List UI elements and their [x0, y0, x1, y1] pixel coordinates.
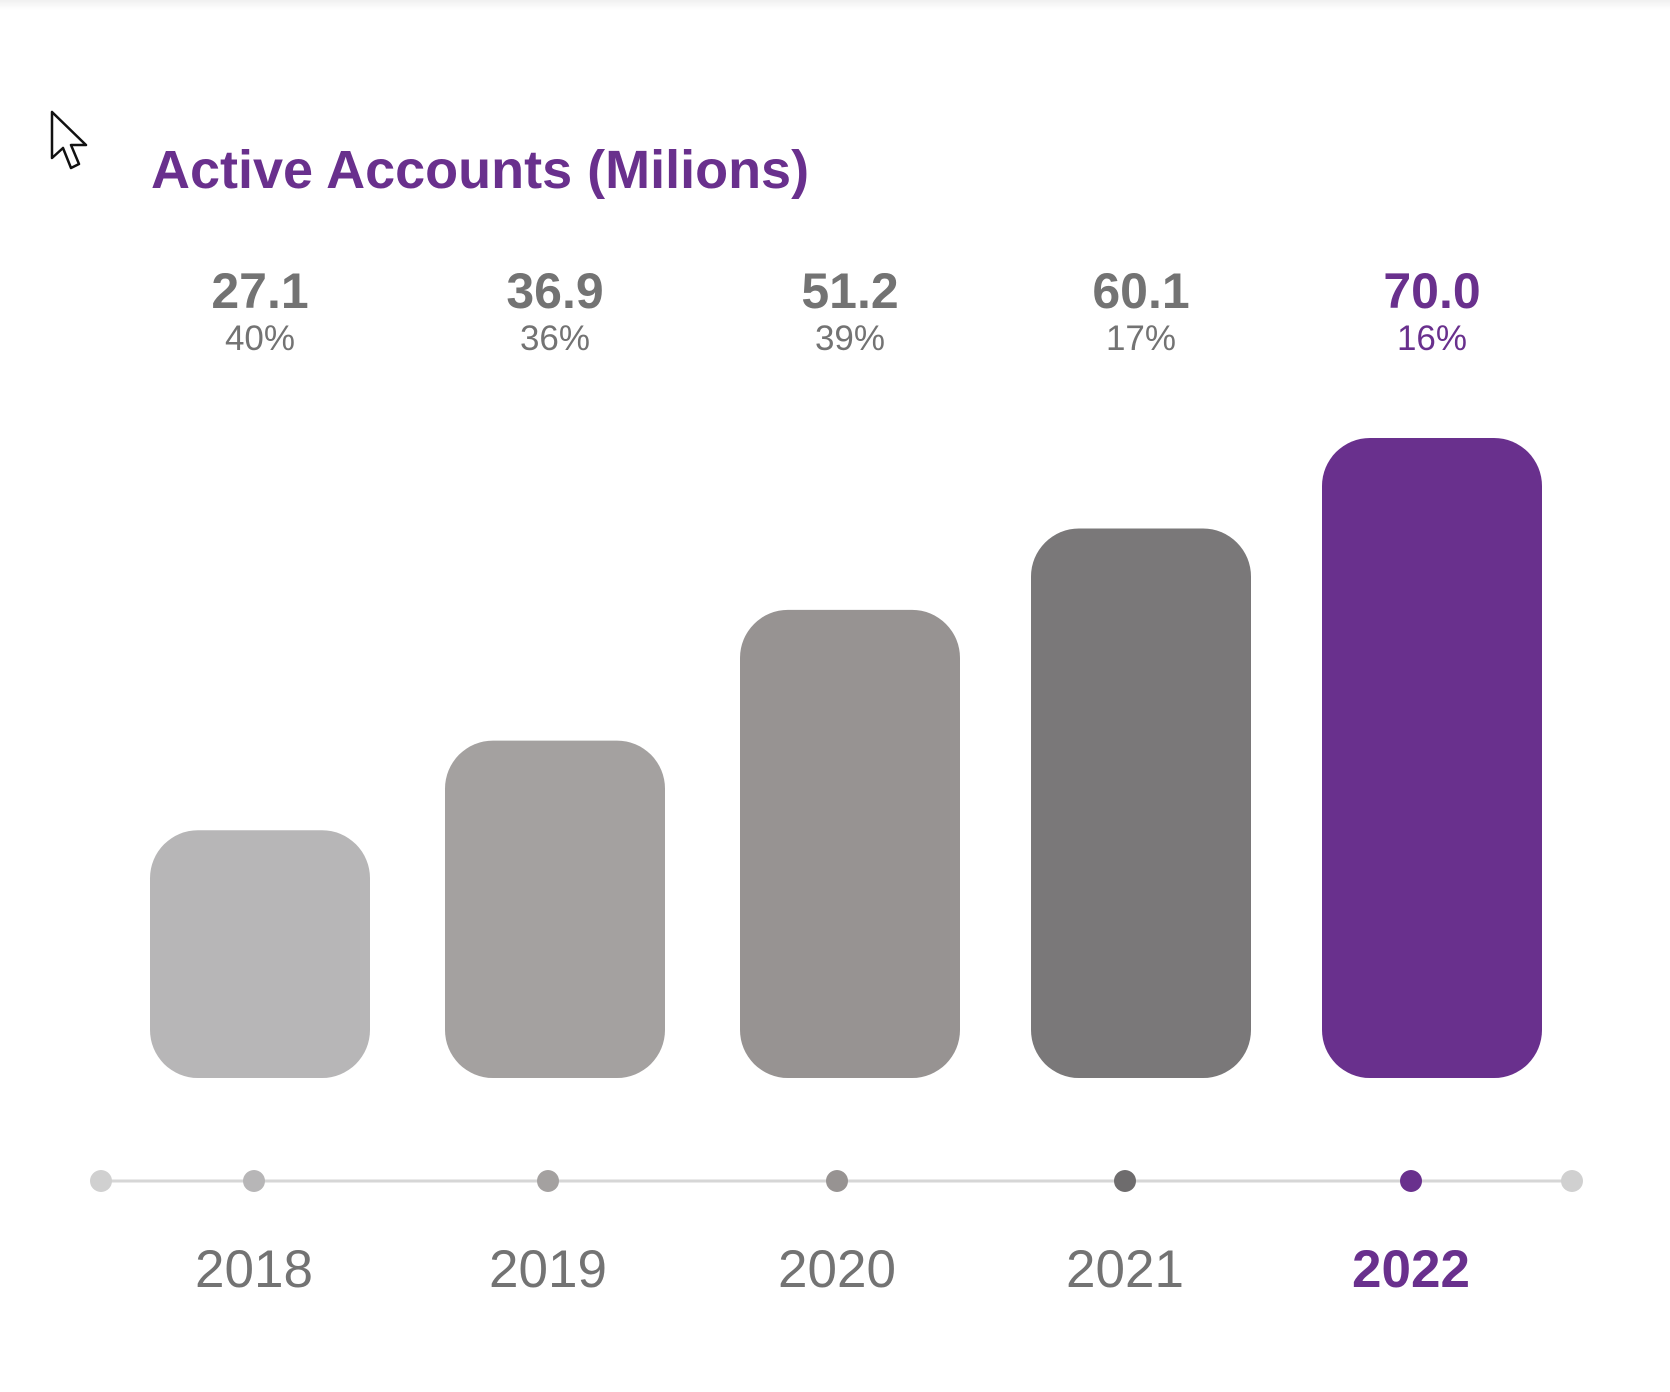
timeline-axis: 2018 2019 2020 2021 2022 — [90, 1170, 1583, 1299]
value-labels-layer: 27.140% 36.936% 51.239% 60.117% 70.016% — [211, 263, 1480, 358]
value-label-2018: 27.1 — [211, 263, 308, 319]
bar-2018 — [150, 830, 370, 1078]
bars-layer — [150, 438, 1542, 1078]
growth-label-2020: 39% — [815, 319, 885, 358]
mouse-pointer-icon — [50, 110, 88, 170]
timeline-dot-2019 — [537, 1170, 559, 1192]
growth-label-2022: 16% — [1397, 319, 1467, 358]
bar-2022 — [1322, 438, 1542, 1078]
year-label-2019: 2019 — [489, 1240, 607, 1299]
year-label-2021: 2021 — [1066, 1240, 1184, 1299]
timeline-end-dot — [1561, 1170, 1583, 1192]
bar-2020 — [740, 609, 960, 1078]
growth-label-2018: 40% — [225, 319, 295, 358]
timeline-dot-2022 — [1400, 1170, 1422, 1192]
value-label-2022: 70.0 — [1383, 263, 1480, 319]
value-label-2021: 60.1 — [1092, 263, 1189, 319]
timeline-dot-2018 — [243, 1170, 265, 1192]
chart-title: Active Accounts (Milions) — [151, 140, 809, 200]
bar-2021 — [1031, 528, 1251, 1078]
year-label-2020: 2020 — [778, 1240, 896, 1299]
growth-label-2021: 17% — [1106, 319, 1176, 358]
bar-2019 — [445, 740, 665, 1078]
timeline-dot-2021 — [1114, 1170, 1136, 1192]
year-label-2018: 2018 — [195, 1240, 313, 1299]
value-label-2019: 36.9 — [506, 263, 603, 319]
growth-label-2019: 36% — [520, 319, 590, 358]
value-label-2020: 51.2 — [801, 263, 898, 319]
timeline-start-dot — [90, 1170, 112, 1192]
timeline-dot-2020 — [826, 1170, 848, 1192]
year-label-2022: 2022 — [1352, 1240, 1470, 1299]
top-edge-shadow — [0, 0, 1670, 10]
